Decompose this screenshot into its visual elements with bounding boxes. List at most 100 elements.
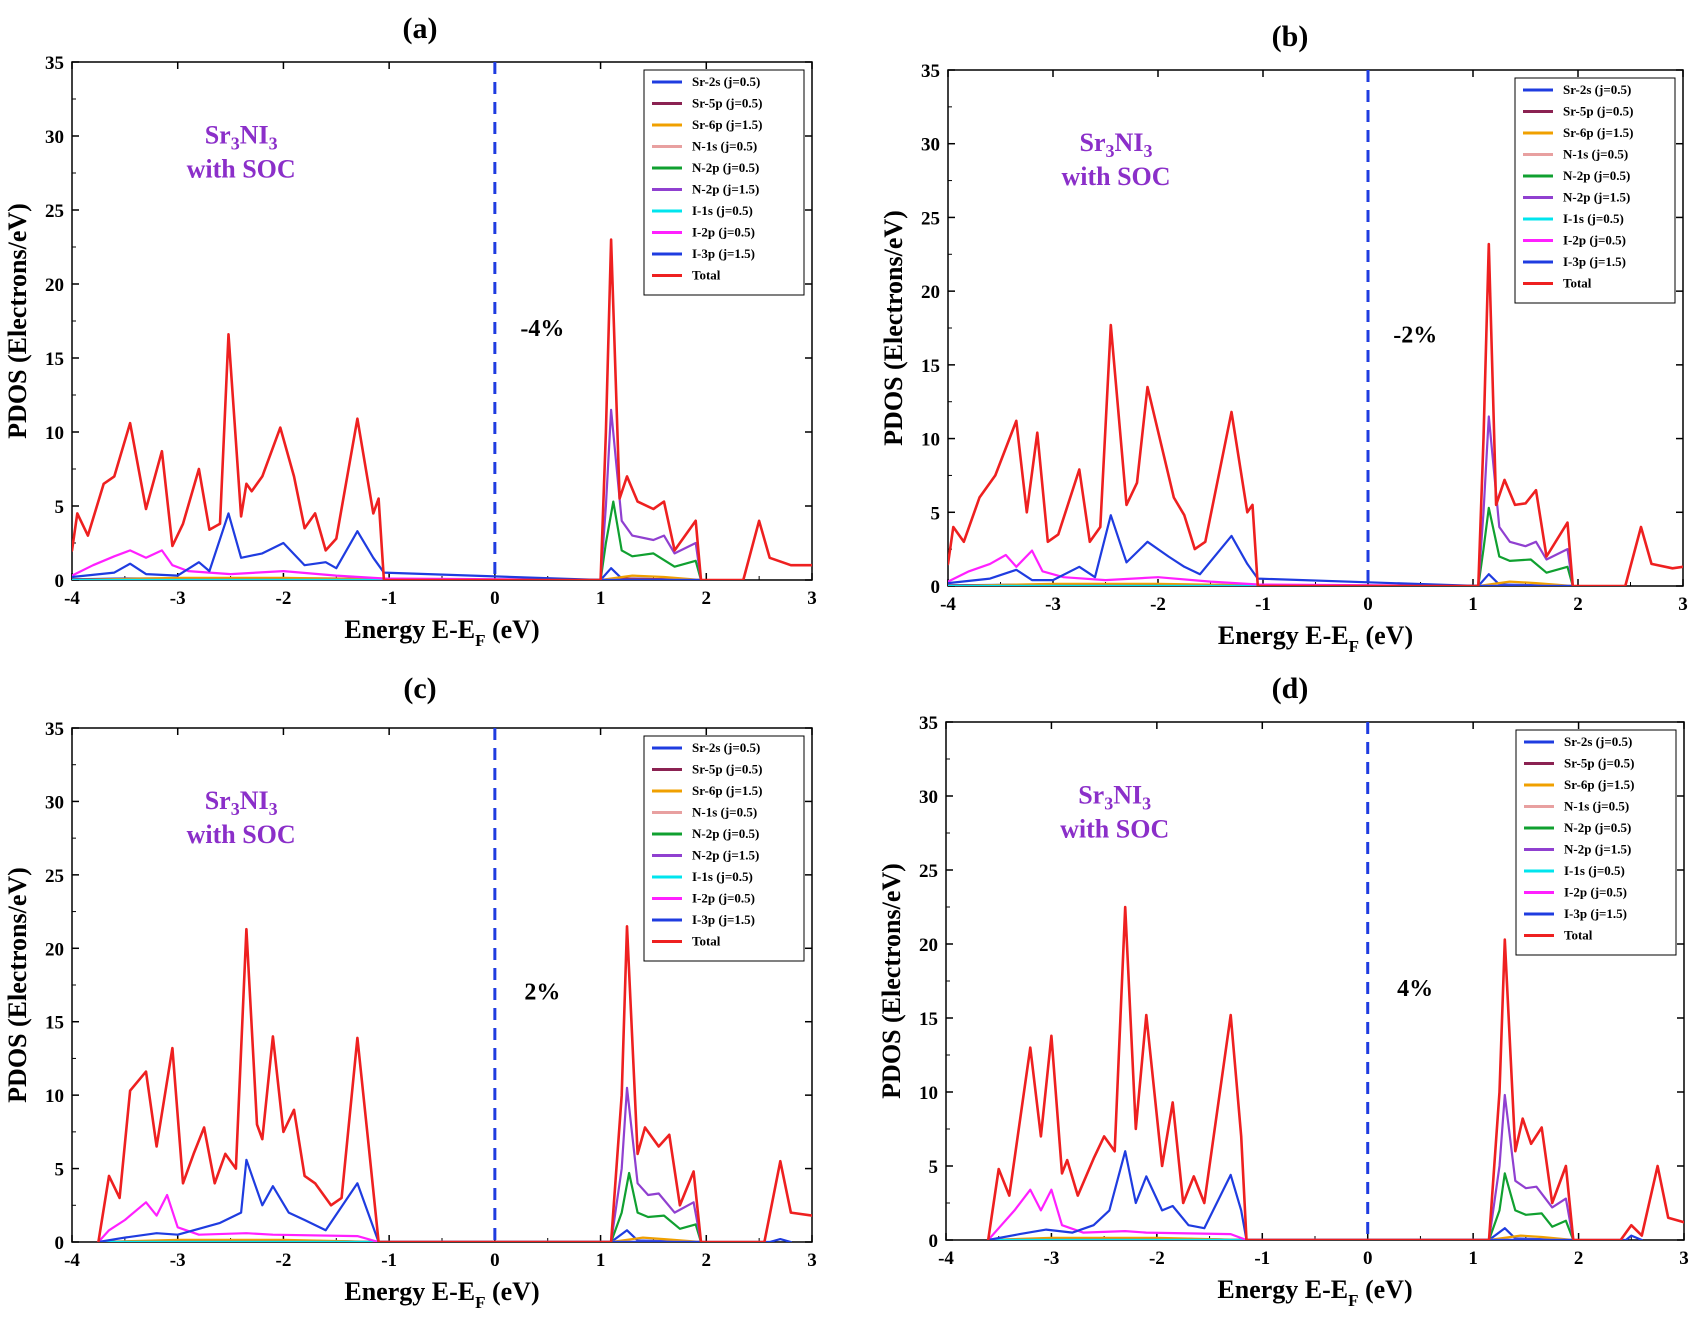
y-tick-label: 0 xyxy=(931,577,941,598)
x-tick-label: -1 xyxy=(381,588,397,609)
legend-entry: I-3p (j=1.5) xyxy=(1564,906,1627,921)
series-line-i-2p-j-0-5 xyxy=(72,549,703,580)
legend-entry: I-1s (j=0.5) xyxy=(692,203,753,218)
y-tick-label: 0 xyxy=(55,571,65,592)
legend-entry: Sr-5p (j=0.5) xyxy=(692,762,762,777)
x-tick-label: -3 xyxy=(170,588,186,609)
x-tick-label: 2 xyxy=(1573,594,1583,615)
legend-entry: I-1s (j=0.5) xyxy=(1563,211,1624,226)
series-line-i-3p-j-1-5 xyxy=(987,1150,1575,1240)
y-tick-label: 5 xyxy=(55,1160,65,1181)
legend-entry: I-3p (j=1.5) xyxy=(692,912,755,927)
series-line-total xyxy=(97,925,812,1242)
legend-entry: I-2p (j=0.5) xyxy=(1564,885,1627,900)
legend-entry: N-2p (j=0.5) xyxy=(1563,168,1630,183)
legend-entry: Total xyxy=(1563,276,1592,291)
legend-entry: I-2p (j=0.5) xyxy=(692,891,755,906)
series-line-n-2p-j-0-5 xyxy=(987,1172,1575,1240)
y-tick-label: 0 xyxy=(929,1231,939,1252)
compound-label: Sr3NI3 xyxy=(205,120,278,153)
x-tick-label: 2 xyxy=(702,1250,712,1271)
series-line-n-2p-j-1-5 xyxy=(72,408,703,580)
legend-entry: I-1s (j=0.5) xyxy=(1564,863,1625,878)
panel-label: (d) xyxy=(1272,672,1309,705)
y-tick-label: 15 xyxy=(919,1009,938,1030)
y-tick-label: 35 xyxy=(45,719,64,740)
y-axis-label: PDOS (Electrons/eV) xyxy=(877,863,906,1099)
panel-label: (c) xyxy=(403,672,436,705)
y-tick-label: 10 xyxy=(45,423,64,444)
series-line-i-3p-j-1-5 xyxy=(948,514,1574,586)
legend-entry: Total xyxy=(692,268,721,283)
compound-label: Sr3NI3 xyxy=(1080,128,1153,161)
y-tick-label: 10 xyxy=(921,430,940,451)
y-tick-label: 0 xyxy=(55,1233,65,1254)
legend-entry: N-2p (j=0.5) xyxy=(692,826,759,841)
y-tick-label: 35 xyxy=(921,61,940,82)
x-tick-label: -3 xyxy=(1045,594,1061,615)
y-axis-label: PDOS (Electrons/eV) xyxy=(3,203,32,439)
soc-label: with SOC xyxy=(187,820,296,849)
legend-entry: N-2p (j=1.5) xyxy=(1564,842,1631,857)
y-tick-label: 5 xyxy=(931,503,941,524)
x-tick-label: 1 xyxy=(596,1250,606,1271)
legend-entry: Total xyxy=(1564,928,1593,943)
x-tick-label: 0 xyxy=(490,588,500,609)
legend-entry: Total xyxy=(692,934,721,949)
strain-label: -4% xyxy=(520,316,564,342)
y-axis-label: PDOS (Electrons/eV) xyxy=(3,867,32,1103)
y-tick-label: 15 xyxy=(45,1013,64,1034)
legend-entry: N-1s (j=0.5) xyxy=(1564,799,1629,814)
x-tick-label: -2 xyxy=(1150,594,1166,615)
x-tick-label: -1 xyxy=(381,1250,397,1271)
y-tick-label: 35 xyxy=(45,53,64,74)
strain-label: 2% xyxy=(524,980,560,1006)
legend-entry: N-1s (j=0.5) xyxy=(692,139,757,154)
legend-entry: I-3p (j=1.5) xyxy=(1563,254,1626,269)
legend-entry: N-2p (j=0.5) xyxy=(1564,820,1631,835)
y-tick-label: 30 xyxy=(921,135,940,156)
series-group xyxy=(948,242,1683,586)
series-line-n-2p-j-1-5 xyxy=(97,1086,703,1242)
strain-label: -2% xyxy=(1393,323,1437,349)
x-tick-label: 0 xyxy=(490,1250,500,1271)
legend-entry: I-1s (j=0.5) xyxy=(692,869,753,884)
x-tick-label: 3 xyxy=(807,588,817,609)
series-group xyxy=(97,925,812,1242)
y-axis-label: PDOS (Electrons/eV) xyxy=(879,210,908,446)
series-line-n-2p-j-0-5 xyxy=(72,500,703,580)
y-tick-label: 25 xyxy=(919,861,938,882)
y-tick-label: 25 xyxy=(921,208,940,229)
legend-entry: Sr-2s (j=0.5) xyxy=(692,74,760,89)
y-tick-label: 20 xyxy=(919,935,938,956)
soc-label: with SOC xyxy=(1061,162,1170,191)
legend-entry: N-2p (j=1.5) xyxy=(692,848,759,863)
strain-label: 4% xyxy=(1397,976,1433,1002)
y-tick-label: 30 xyxy=(45,792,64,813)
legend-entry: Sr-6p (j=1.5) xyxy=(692,117,762,132)
y-tick-label: 20 xyxy=(45,275,64,296)
legend-entry: N-2p (j=1.5) xyxy=(1563,190,1630,205)
x-tick-label: 1 xyxy=(1468,1248,1478,1269)
x-tick-label: -3 xyxy=(170,1250,186,1271)
x-tick-label: -1 xyxy=(1255,594,1271,615)
series-line-n-2p-j-0-5 xyxy=(948,506,1574,586)
legend-box xyxy=(1515,729,1677,956)
x-tick-label: -2 xyxy=(1149,1248,1165,1269)
legend-entry: I-2p (j=0.5) xyxy=(692,225,755,240)
legend-entry: Sr-6p (j=1.5) xyxy=(692,783,762,798)
series-line-i-2p-j-0-5 xyxy=(987,1188,1575,1240)
y-tick-label: 25 xyxy=(45,201,64,222)
x-tick-label: 0 xyxy=(1363,594,1373,615)
x-tick-label: 1 xyxy=(1468,594,1478,615)
y-tick-label: 5 xyxy=(929,1157,939,1178)
series-line-sr-6p-j-1-5 xyxy=(987,1234,1575,1240)
legend-entry: N-1s (j=0.5) xyxy=(692,805,757,820)
y-tick-label: 15 xyxy=(45,349,64,370)
x-tick-label: -4 xyxy=(938,1248,954,1269)
series-line-i-3p-j-1-5 xyxy=(72,512,703,580)
